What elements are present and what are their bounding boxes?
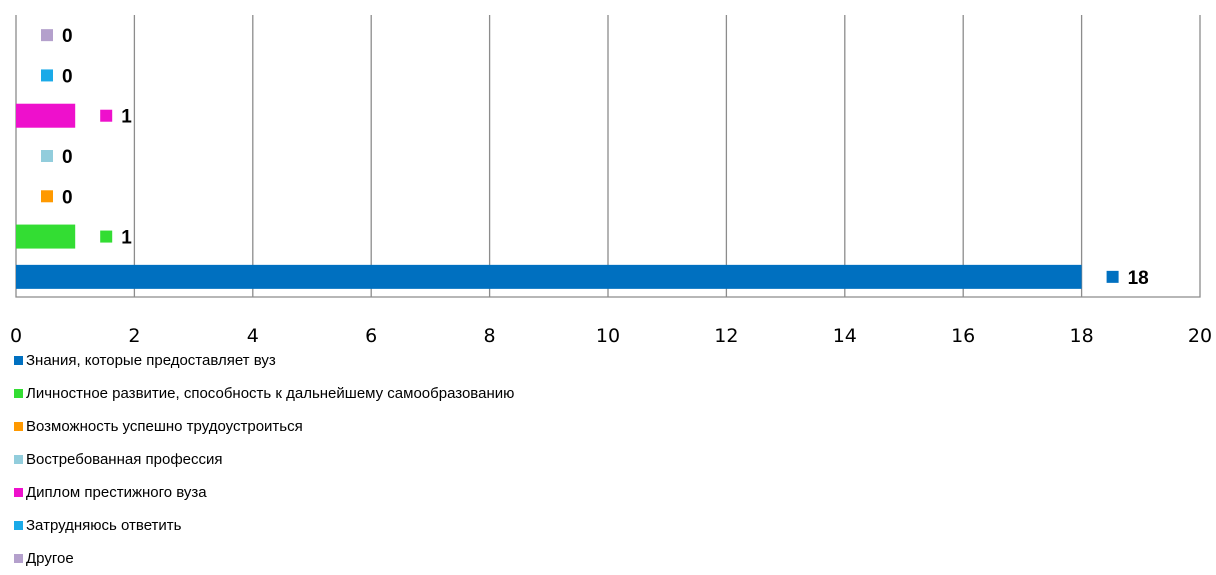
legend-label: Личностное развитие, способность к дальн… (26, 385, 515, 402)
legend-item: Востребованная профессия (14, 443, 514, 476)
x-tick-label: 18 (1070, 325, 1094, 345)
data-label-marker (41, 29, 53, 42)
data-label: 0 (62, 26, 73, 47)
legend-swatch (14, 554, 23, 563)
legend-item: Другое (14, 542, 514, 575)
x-tick-label: 16 (951, 325, 975, 345)
data-label: 1 (121, 228, 132, 249)
legend-label: Диплом престижного вуза (26, 484, 207, 501)
data-label-marker (100, 109, 113, 122)
legend-label: Затрудняюсь ответить (26, 517, 182, 534)
bars (16, 103, 1082, 289)
data-label: 0 (62, 187, 73, 208)
data-label-marker (41, 150, 53, 162)
legend-item: Личностное развитие, способность к дальн… (14, 377, 514, 410)
x-tick-label: 20 (1188, 325, 1212, 345)
legend-item: Знания, которые предоставляет вуз (14, 344, 514, 377)
x-tick-label: 4 (247, 325, 259, 345)
bar (16, 264, 1082, 289)
legend-swatch (14, 422, 23, 431)
data-label-marker (41, 69, 53, 82)
x-tick-label: 12 (714, 325, 738, 345)
legend-swatch (14, 356, 23, 365)
x-tick-label: 10 (596, 325, 620, 345)
legend-swatch (14, 455, 23, 464)
data-label: 0 (62, 66, 73, 87)
x-axis-ticks: 0 2 4 6 8 10 12 14 16 18 20 (10, 325, 1212, 345)
legend-label: Другое (26, 550, 74, 567)
plot-frame (15, 15, 1201, 298)
legend-label: Знания, которые предоставляет вуз (26, 352, 276, 369)
data-labels: 18 1 0 0 1 0 0 (41, 26, 1149, 289)
legend-swatch (14, 389, 23, 398)
x-tick-label: 8 (484, 325, 496, 345)
legend-swatch (14, 521, 23, 530)
legend-label: Востребованная профессия (26, 451, 223, 468)
x-tick-label: 0 (10, 325, 22, 345)
data-label: 0 (62, 147, 73, 168)
data-label: 18 (1128, 268, 1149, 289)
legend-item: Диплом престижного вуза (14, 476, 514, 509)
legend: Знания, которые предоставляет вуз Личност… (14, 344, 514, 575)
legend-item: Затрудняюсь ответить (14, 509, 514, 542)
legend-item: Возможность успешно трудоустроиться (14, 410, 514, 443)
data-label-marker (100, 230, 113, 243)
x-tick-label: 2 (128, 325, 140, 345)
data-label-marker (41, 190, 53, 203)
legend-swatch (14, 488, 23, 497)
data-label: 1 (121, 107, 132, 128)
grid-lines (15, 15, 1201, 298)
bar (16, 224, 76, 249)
x-tick-label: 6 (365, 325, 377, 345)
x-tick-label: 14 (833, 325, 857, 345)
bar (16, 103, 76, 128)
legend-label: Возможность успешно трудоустроиться (26, 418, 303, 435)
data-label-marker (1106, 270, 1119, 283)
